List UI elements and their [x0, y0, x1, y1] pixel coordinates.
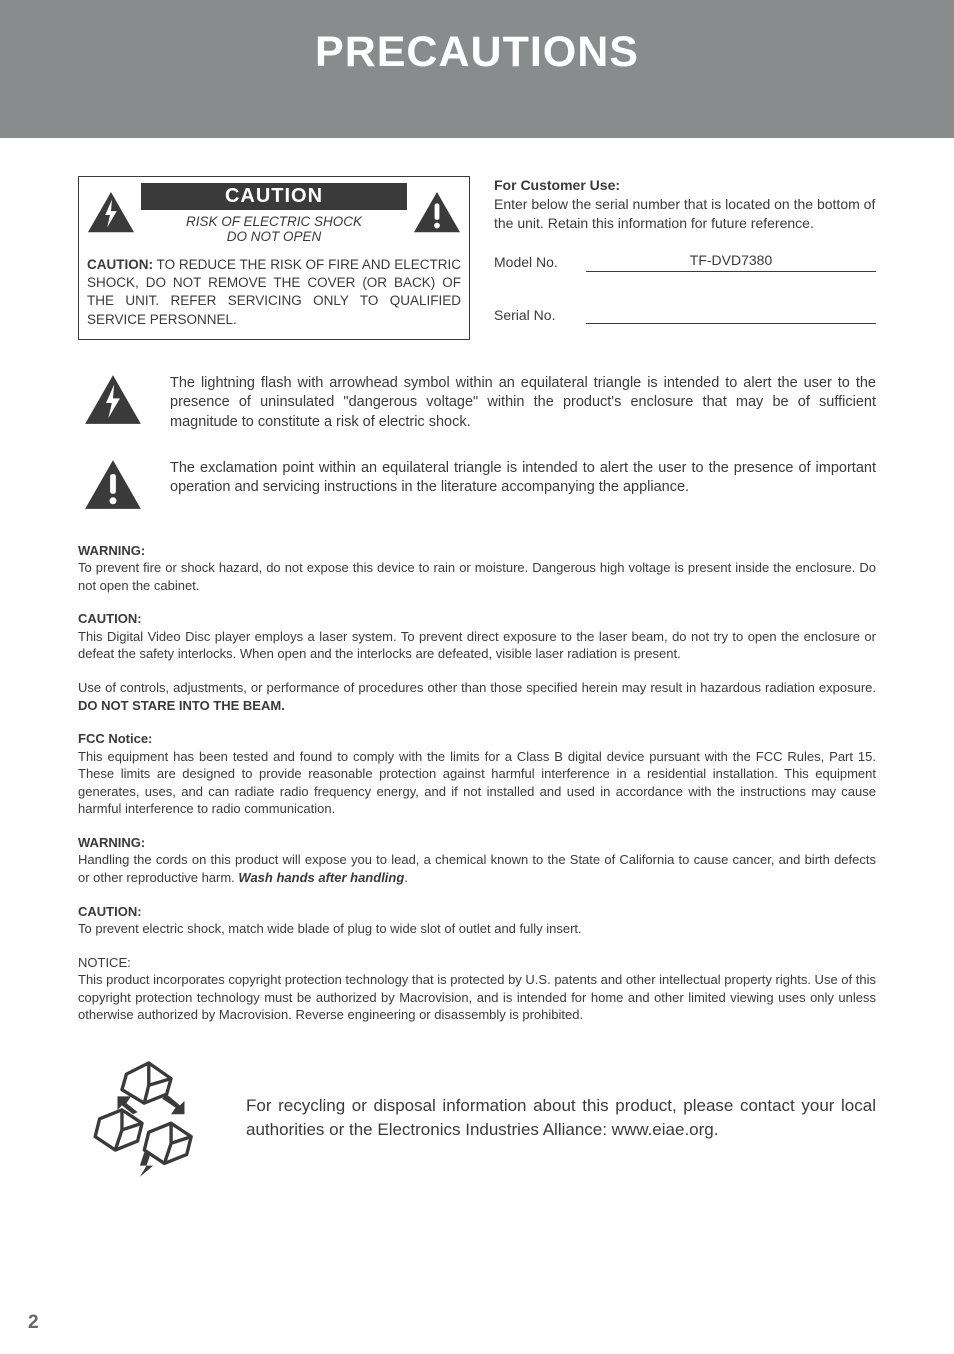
- caution-2-head: CAUTION:: [78, 904, 142, 919]
- customer-use-block: For Customer Use: Enter below the serial…: [494, 176, 876, 340]
- exclaim-explanation-row: The exclamation point within an equilate…: [78, 459, 876, 516]
- caution-box: CAUTION RISK OF ELECTRIC SHOCK DO NOT OP…: [78, 176, 470, 340]
- exclamation-triangle-icon: [413, 191, 461, 239]
- warning-2: WARNING: Handling the cords on this prod…: [78, 834, 876, 887]
- warning-1: WARNING: To prevent fire or shock hazard…: [78, 542, 876, 595]
- serial-row: Serial No.: [494, 306, 876, 325]
- lightning-explanation-row: The lightning flash with arrowhead symbo…: [78, 374, 876, 433]
- warning-2-head: WARNING:: [78, 835, 145, 850]
- caution-1-head: CAUTION:: [78, 611, 142, 626]
- fcc-body: This equipment has been tested and found…: [78, 749, 876, 817]
- caution-1-body: This Digital Video Disc player employs a…: [78, 629, 876, 662]
- page-number: 2: [28, 1312, 39, 1334]
- model-value: TF-DVD7380: [586, 251, 876, 272]
- caution-center: CAUTION RISK OF ELECTRIC SHOCK DO NOT OP…: [141, 183, 407, 248]
- caution-2: CAUTION: To prevent electric shock, matc…: [78, 903, 876, 938]
- warning-1-body: To prevent fire or shock hazard, do not …: [78, 560, 876, 593]
- caution-1-part2: Use of controls, adjustments, or perform…: [78, 679, 876, 714]
- lightning-triangle-icon: [87, 191, 135, 239]
- lightning-triangle-icon: [78, 374, 148, 431]
- serial-value: [586, 322, 876, 324]
- caution-1-body2b: DO NOT STARE INTO THE BEAM.: [78, 698, 285, 713]
- model-row: Model No. TF-DVD7380: [494, 251, 876, 272]
- exclaim-text: The exclamation point within an equilate…: [170, 459, 876, 498]
- caution-risk-line: RISK OF ELECTRIC SHOCK DO NOT OPEN: [141, 210, 407, 248]
- warning-2-body-c: .: [404, 870, 408, 885]
- recycle-icon: [78, 1054, 218, 1182]
- warning-1-head: WARNING:: [78, 543, 145, 558]
- notice: NOTICE: This product incorporates copyri…: [78, 954, 876, 1024]
- caution-1: CAUTION: This Digital Video Disc player …: [78, 610, 876, 663]
- notice-body: This product incorporates copyright prot…: [78, 972, 876, 1022]
- model-label: Model No.: [494, 253, 574, 272]
- notice-head: NOTICE:: [78, 955, 131, 970]
- recycle-text: For recycling or disposal information ab…: [246, 1094, 876, 1142]
- page-title: PRECAUTIONS: [315, 28, 639, 77]
- fcc-notice: FCC Notice: This equipment has been test…: [78, 730, 876, 818]
- caution-1-body2a: Use of controls, adjustments, or perform…: [78, 680, 876, 695]
- exclamation-triangle-icon: [78, 459, 148, 516]
- warning-2-body-a: Handling the cords on this product will …: [78, 852, 876, 885]
- recycle-row: For recycling or disposal information ab…: [78, 1054, 876, 1182]
- serial-label: Serial No.: [494, 306, 574, 325]
- caution-2-body: To prevent electric shock, match wide bl…: [78, 921, 582, 936]
- caution-inner-row: CAUTION RISK OF ELECTRIC SHOCK DO NOT OP…: [87, 183, 461, 248]
- customer-heading: For Customer Use:: [494, 176, 876, 195]
- fcc-head: FCC Notice:: [78, 731, 152, 746]
- caution-prefix: CAUTION:: [87, 257, 153, 272]
- top-row: CAUTION RISK OF ELECTRIC SHOCK DO NOT OP…: [78, 176, 876, 340]
- risk-line-2: DO NOT OPEN: [149, 229, 399, 244]
- risk-line-1: RISK OF ELECTRIC SHOCK: [149, 214, 399, 229]
- content-area: CAUTION RISK OF ELECTRIC SHOCK DO NOT OP…: [0, 138, 954, 1182]
- header-band: PRECAUTIONS: [0, 0, 954, 138]
- customer-body: Enter below the serial number that is lo…: [494, 195, 876, 233]
- lightning-text: The lightning flash with arrowhead symbo…: [170, 374, 876, 433]
- warning-2-body-b: Wash hands after handling: [238, 870, 404, 885]
- caution-body-text: CAUTION: TO REDUCE THE RISK OF FIRE AND …: [87, 256, 461, 329]
- caution-banner: CAUTION: [141, 183, 407, 210]
